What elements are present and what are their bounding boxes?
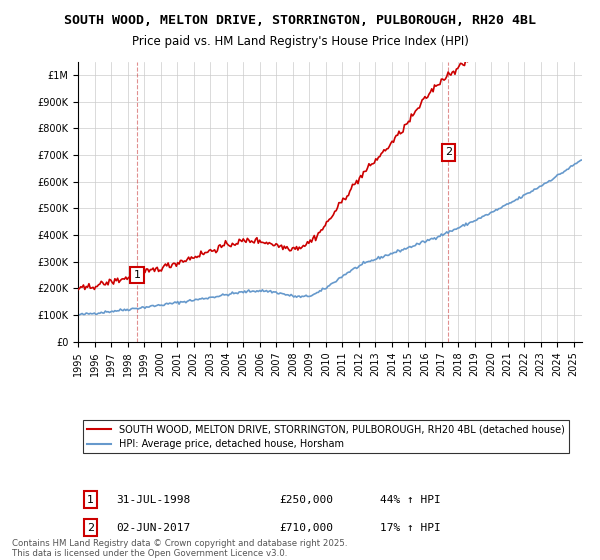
Legend: SOUTH WOOD, MELTON DRIVE, STORRINGTON, PULBOROUGH, RH20 4BL (detached house), HP: SOUTH WOOD, MELTON DRIVE, STORRINGTON, P… (83, 421, 569, 453)
Text: 44% ↑ HPI: 44% ↑ HPI (380, 495, 441, 505)
Text: 02-JUN-2017: 02-JUN-2017 (116, 523, 190, 533)
Text: 2: 2 (87, 523, 94, 533)
Text: 2: 2 (445, 147, 452, 157)
Text: £250,000: £250,000 (280, 495, 334, 505)
Text: SOUTH WOOD, MELTON DRIVE, STORRINGTON, PULBOROUGH, RH20 4BL: SOUTH WOOD, MELTON DRIVE, STORRINGTON, P… (64, 14, 536, 27)
Text: 17% ↑ HPI: 17% ↑ HPI (380, 523, 441, 533)
Text: £710,000: £710,000 (280, 523, 334, 533)
Text: Contains HM Land Registry data © Crown copyright and database right 2025.: Contains HM Land Registry data © Crown c… (12, 539, 347, 548)
Text: 1: 1 (87, 495, 94, 505)
Text: Price paid vs. HM Land Registry's House Price Index (HPI): Price paid vs. HM Land Registry's House … (131, 35, 469, 48)
Text: 1: 1 (134, 270, 140, 280)
Text: 31-JUL-1998: 31-JUL-1998 (116, 495, 190, 505)
Text: This data is licensed under the Open Government Licence v3.0.: This data is licensed under the Open Gov… (12, 549, 287, 558)
